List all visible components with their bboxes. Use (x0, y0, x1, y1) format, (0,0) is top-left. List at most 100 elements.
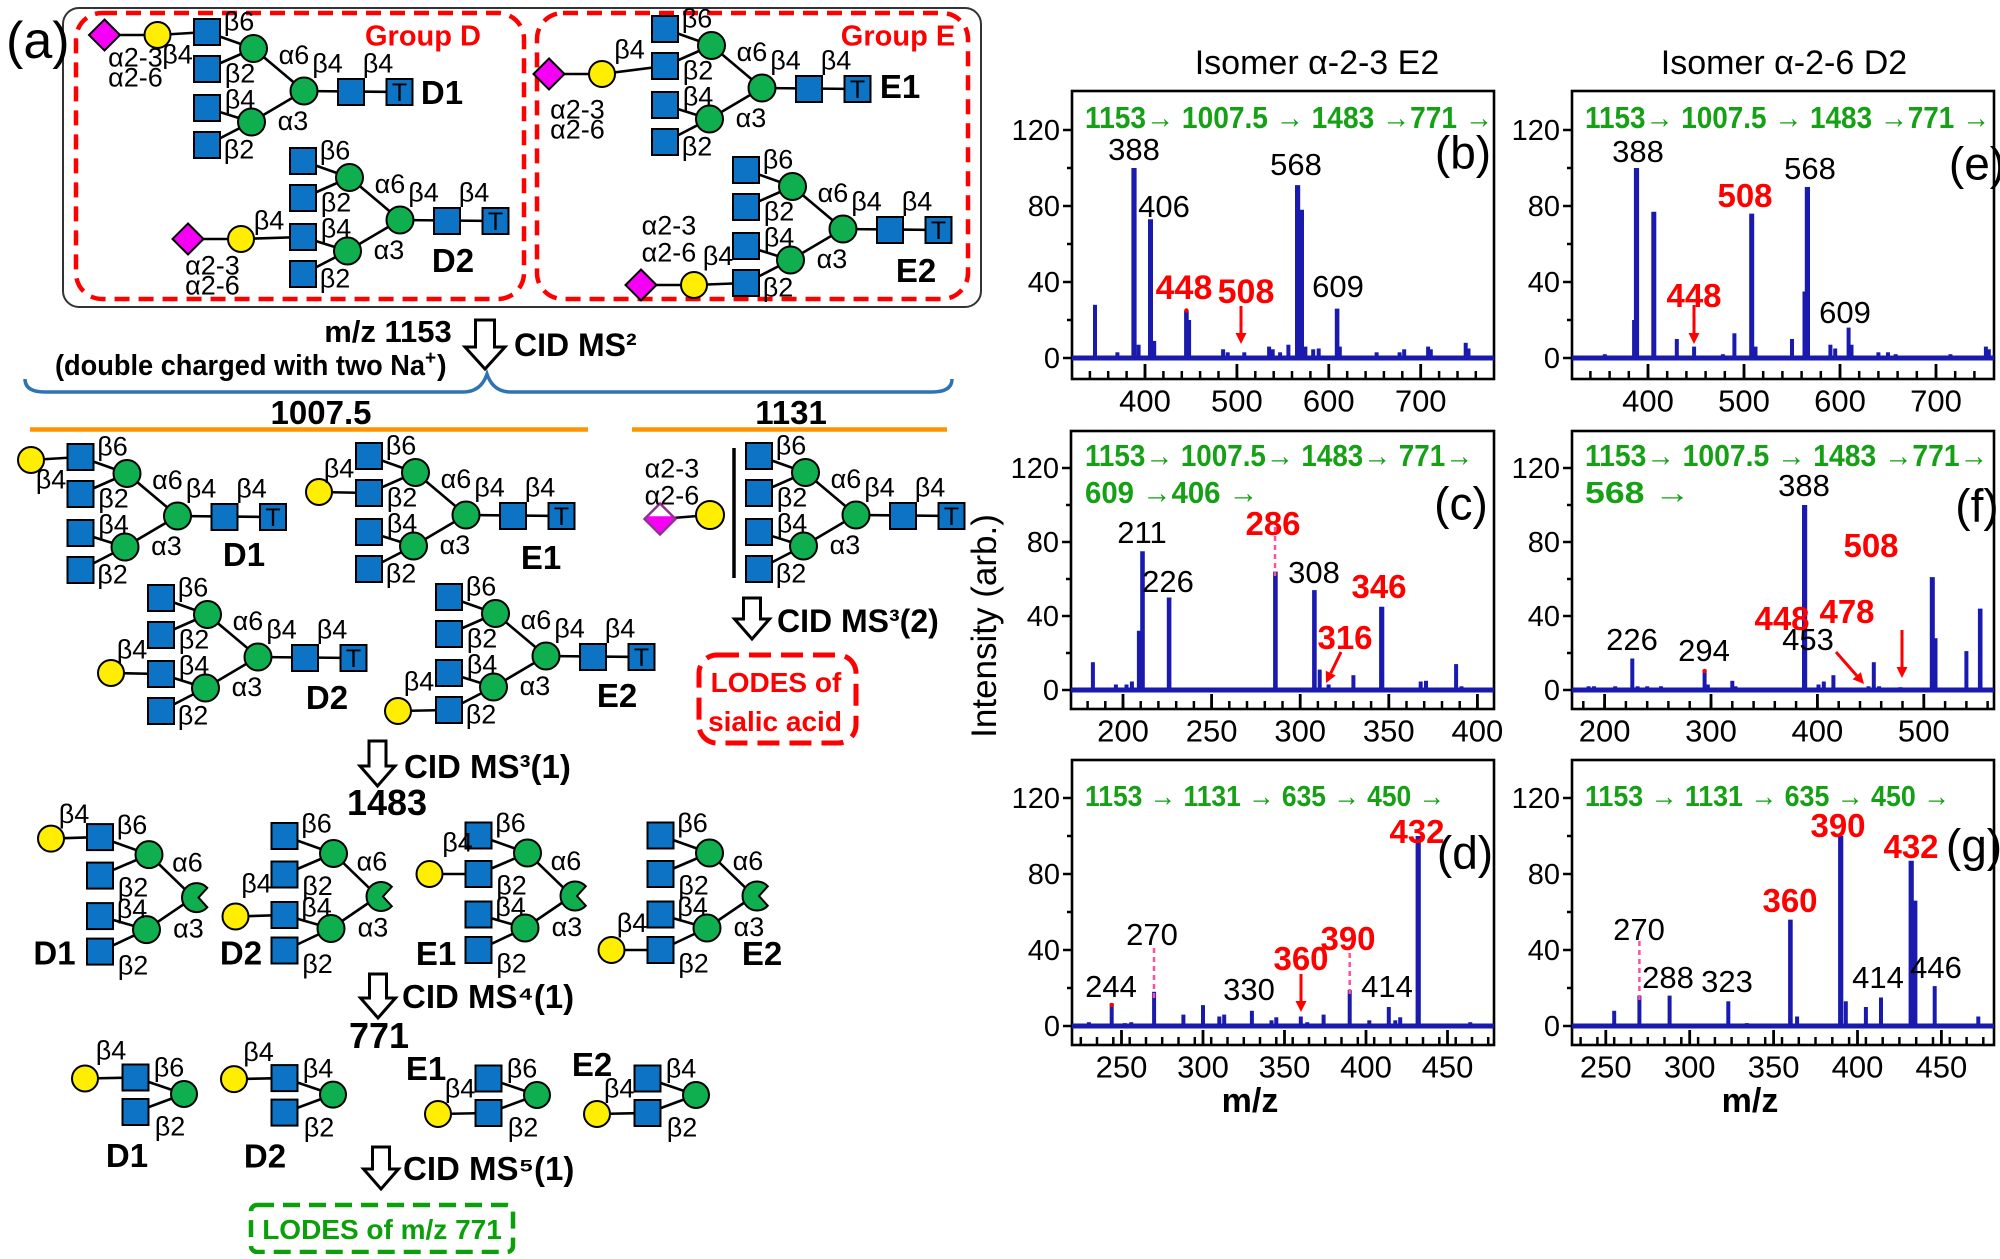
svg-text:200: 200 (1579, 714, 1631, 749)
svg-text:CID MS²: CID MS² (514, 327, 637, 363)
svg-text:120: 120 (1011, 453, 1059, 485)
svg-text:448: 448 (1754, 600, 1809, 637)
svg-text:80: 80 (1028, 859, 1060, 891)
svg-text:β6: β6 (507, 1054, 538, 1084)
svg-text:T: T (931, 217, 946, 245)
svg-text:α6: α6 (172, 848, 203, 878)
svg-text:β2: β2 (302, 949, 333, 979)
svg-text:0: 0 (1044, 1011, 1060, 1043)
svg-text:0: 0 (1044, 343, 1060, 375)
svg-text:T: T (944, 503, 959, 531)
svg-text:350: 350 (1748, 1050, 1800, 1085)
svg-text:α6: α6 (831, 464, 862, 494)
svg-text:β2: β2 (683, 56, 714, 86)
svg-text:α6: α6 (152, 465, 183, 495)
svg-text:α3: α3 (830, 530, 861, 560)
svg-text:β4: β4 (821, 46, 852, 76)
svg-text:T: T (634, 644, 649, 672)
svg-text:β2: β2 (764, 197, 795, 227)
svg-text:0: 0 (1544, 343, 1560, 375)
svg-text:β4: β4 (98, 510, 129, 540)
svg-text:E2: E2 (572, 1046, 612, 1083)
svg-text:α3: α3 (734, 912, 765, 942)
svg-text:1153→ 1007.5 → 1483 →771 →: 1153→ 1007.5 → 1483 →771 → (1585, 100, 1990, 135)
svg-text:β4: β4 (59, 799, 90, 829)
svg-text:414: 414 (1361, 969, 1413, 1004)
svg-text:CID MS⁴(1): CID MS⁴(1) (402, 978, 574, 1015)
svg-text:406: 406 (1138, 189, 1190, 224)
svg-text:β2: β2 (302, 871, 333, 901)
svg-text:80: 80 (1528, 191, 1560, 223)
svg-text:β6: β6 (386, 431, 417, 461)
svg-text:β4: β4 (554, 614, 585, 644)
svg-text:β4: β4 (495, 892, 526, 922)
svg-text:244: 244 (1085, 969, 1137, 1004)
svg-text:β4: β4 (604, 1074, 635, 1104)
svg-text:508: 508 (1218, 273, 1275, 311)
svg-text:414: 414 (1852, 960, 1904, 995)
svg-text:β2: β2 (118, 950, 149, 980)
svg-text:Isomer α-2-6 D2: Isomer α-2-6 D2 (1661, 44, 1907, 82)
svg-text:1153→ 1007.5 → 1483 →771→: 1153→ 1007.5 → 1483 →771→ (1585, 438, 1988, 473)
svg-text:β4: β4 (243, 1037, 274, 1067)
svg-text:388: 388 (1612, 134, 1664, 169)
svg-text:D1: D1 (421, 74, 463, 111)
svg-text:250: 250 (1096, 1050, 1148, 1085)
svg-text:β2: β2 (155, 1112, 186, 1142)
svg-text:β6: β6 (677, 808, 708, 838)
svg-text:500: 500 (1211, 384, 1263, 419)
svg-text:α3: α3 (232, 672, 263, 702)
svg-text:β4: β4 (467, 650, 498, 680)
svg-text:0: 0 (1544, 1011, 1560, 1043)
svg-text:β4: β4 (614, 35, 645, 65)
svg-text:E1: E1 (521, 539, 561, 576)
svg-text:446: 446 (1910, 950, 1962, 985)
svg-text:β4: β4 (408, 178, 439, 208)
svg-text:E2: E2 (742, 935, 782, 972)
svg-text:β2: β2 (304, 1112, 335, 1142)
svg-text:300: 300 (1685, 714, 1737, 749)
svg-text:β4: β4 (225, 85, 256, 115)
svg-text:432: 432 (1389, 813, 1444, 850)
svg-text:388: 388 (1778, 468, 1830, 503)
svg-text:β6: β6 (97, 432, 128, 462)
svg-text:453: 453 (1782, 622, 1834, 657)
svg-text:E1: E1 (406, 1050, 446, 1087)
svg-text:β6: β6 (763, 145, 794, 175)
svg-text:450: 450 (1422, 1050, 1474, 1085)
svg-text:390: 390 (1810, 807, 1865, 844)
svg-text:500: 500 (1898, 714, 1950, 749)
svg-text:β4: β4 (312, 49, 343, 79)
svg-text:β4: β4 (236, 474, 267, 504)
svg-text:(a): (a) (6, 12, 70, 70)
svg-text:120: 120 (1012, 115, 1060, 147)
svg-text:β6: β6 (776, 431, 807, 461)
svg-text:T: T (554, 503, 569, 531)
svg-text:360: 360 (1273, 940, 1328, 977)
svg-text:D2: D2 (306, 679, 348, 716)
svg-text:α6: α6 (375, 169, 406, 199)
svg-text:771: 771 (349, 1015, 409, 1056)
svg-text:288: 288 (1642, 960, 1694, 995)
svg-text:D2: D2 (244, 1138, 286, 1175)
svg-text:β4: β4 (770, 46, 801, 76)
svg-text:α2-6: α2-6 (108, 63, 163, 93)
svg-text:Group D: Group D (365, 20, 481, 52)
svg-text:α2-3: α2-3 (645, 454, 700, 484)
svg-text:): ) (437, 350, 447, 382)
svg-text:360: 360 (1762, 882, 1817, 919)
svg-text:m/z: m/z (1222, 1082, 1279, 1120)
svg-text:1153→ 1007.5 → 1483 →771 →: 1153→ 1007.5 → 1483 →771 → (1085, 100, 1493, 135)
svg-text:β4: β4 (459, 178, 490, 208)
svg-text:α6: α6 (357, 847, 388, 877)
svg-text:α3: α3 (358, 913, 389, 943)
svg-text:β2: β2 (776, 559, 807, 589)
svg-text:LODES of m/z 771: LODES of m/z 771 (262, 1214, 502, 1245)
svg-text:α2-6: α2-6 (185, 271, 240, 301)
svg-text:α3: α3 (520, 671, 551, 701)
svg-text:(e): (e) (1949, 138, 2000, 190)
svg-text:226: 226 (1606, 622, 1658, 657)
svg-text:β4: β4 (666, 1054, 697, 1084)
svg-text:β4: β4 (254, 206, 285, 236)
svg-text:β2: β2 (179, 625, 210, 655)
